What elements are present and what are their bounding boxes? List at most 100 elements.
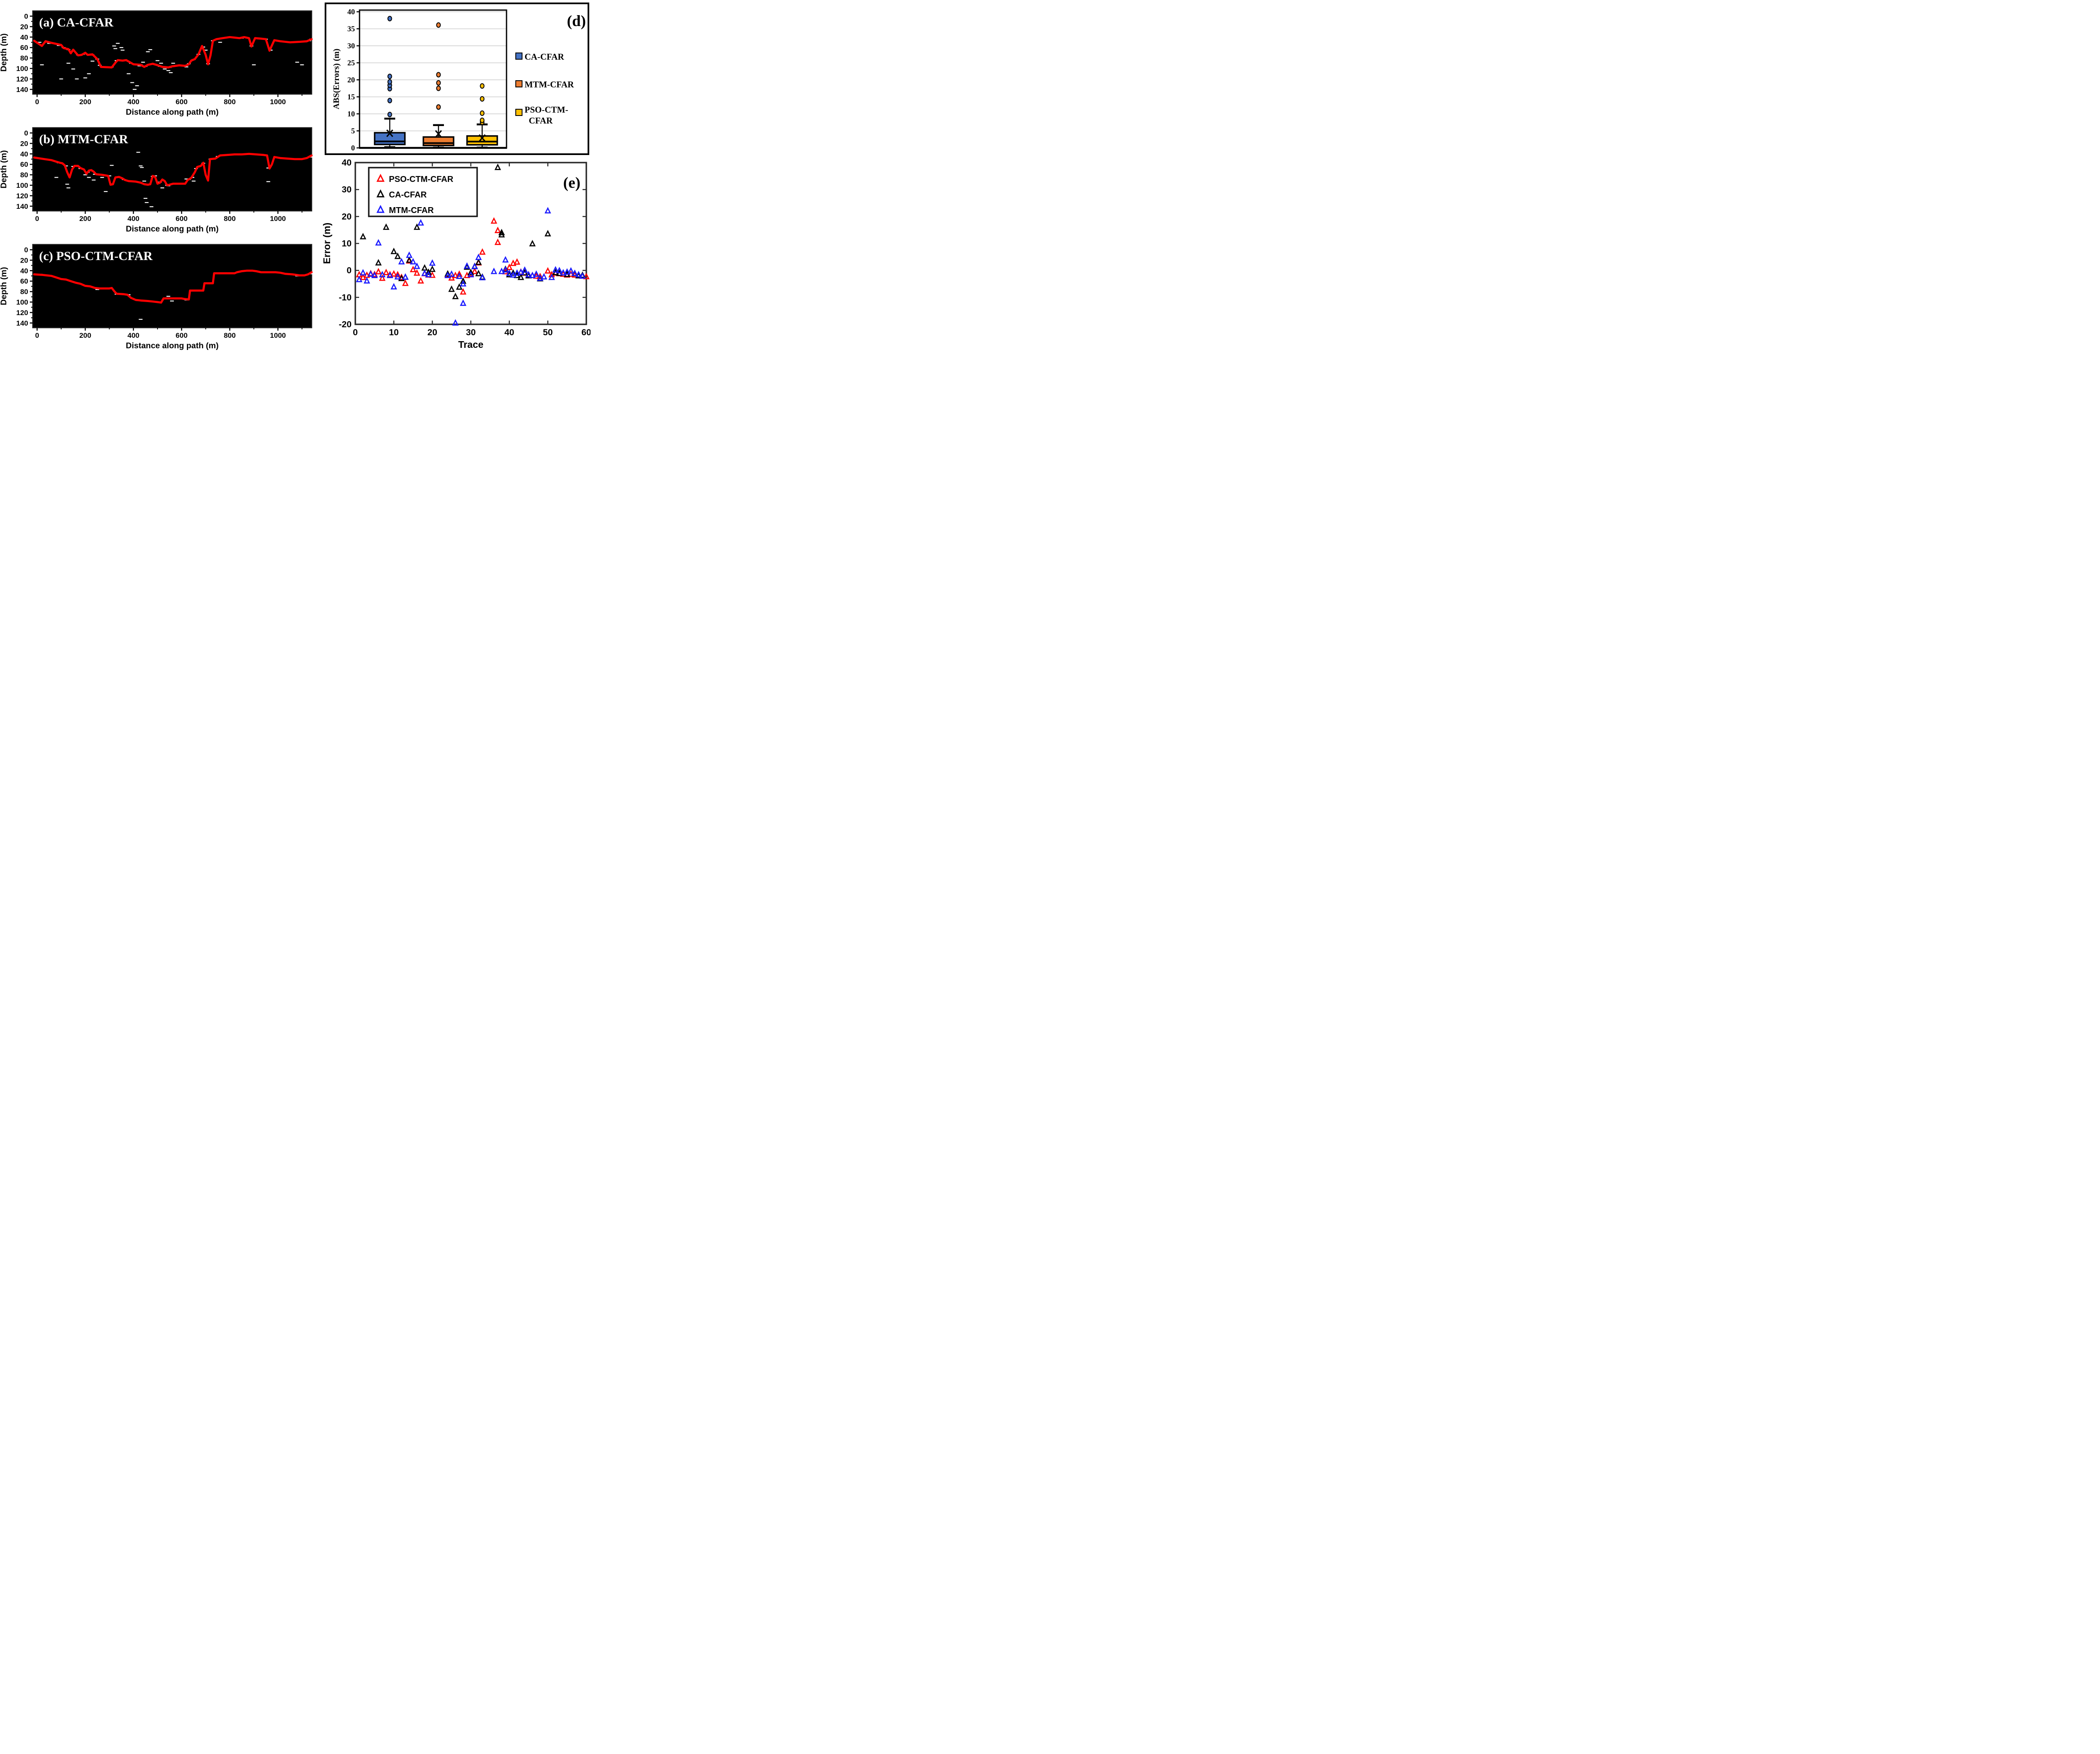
y-tick-label: 20: [20, 23, 28, 31]
x-tick-label: 1000: [270, 98, 286, 106]
x-tick-label: 30: [466, 328, 475, 337]
profile-plot-area: [32, 244, 312, 329]
y-tick-label: 25: [347, 59, 355, 67]
axis-ticks: [30, 16, 303, 97]
legend-item-pso-ctm-cfar: PSO-CTM-CFAR: [515, 105, 568, 126]
y-tick-label: 120: [16, 309, 28, 317]
seabed-line: [33, 269, 313, 304]
axis-ticks: [30, 132, 303, 214]
box-mtm-cfar: [423, 22, 454, 149]
x-axis-label: Distance along path (m): [126, 341, 218, 350]
y-tick-label: 5: [351, 127, 355, 135]
y-axis-label: Depth (m): [0, 267, 8, 305]
y-tick-label: 120: [16, 192, 28, 200]
y-tick-label: 140: [16, 202, 28, 210]
axis-ticks: [354, 162, 587, 325]
x-tick-label: 400: [127, 331, 139, 339]
x-tick-label: 1000: [270, 331, 286, 339]
y-tick-label: 20: [20, 256, 28, 264]
x-tick-label: 800: [224, 215, 236, 223]
y-tick-label: 10: [342, 239, 352, 249]
y-tick-label: 20: [342, 212, 352, 221]
y-tick-label: 80: [20, 288, 28, 296]
x-tick-label: 0: [35, 331, 39, 339]
y-axis-label: ABS(Errors) (m): [332, 49, 341, 110]
x-tick-label: 400: [127, 98, 139, 106]
x-tick-label: 1000: [270, 215, 286, 223]
y-tick-label: -20: [339, 320, 352, 329]
y-tick-label: 15: [347, 93, 355, 101]
y-tick-label: 100: [16, 181, 28, 189]
y-tick-label: 120: [16, 75, 28, 83]
panel-c-depth-profile: 0 20 40 60 80 100 120 140 0 200 400 600 800 1000 (c) P…: [0, 234, 319, 351]
axis-ticks: [30, 249, 303, 331]
x-axis-label: Trace: [458, 339, 483, 350]
y-tick-label: 60: [20, 44, 28, 52]
x-axis-label: Distance along path (m): [126, 224, 218, 234]
profile-plot-area: [32, 127, 312, 212]
y-tick-label: 10: [347, 110, 355, 118]
panel-a-depth-profile: 0 20 40 60 80 100 120 140 0 200 400 600 800 1000 (a) C…: [0, 0, 319, 117]
x-tick-label: 50: [543, 328, 553, 337]
x-tick-label: 800: [224, 331, 236, 339]
legend-swatch: [515, 109, 522, 116]
legend-item-pso-ctm-cfar: PSO-CTM-CFAR: [376, 174, 454, 184]
profile-plot-area: [32, 10, 312, 95]
y-axis-label: Error (m): [321, 223, 332, 264]
x-tick-label: 400: [127, 215, 139, 223]
seabed-line: [33, 36, 313, 68]
figure-root: 0 20 40 60 80 100 120 140 0 200 400 600 800 1000 (a) C…: [0, 0, 591, 351]
panel-a-svg: 0 20 40 60 80 100 120 140 0 200 400 600 800 1000 (a) C…: [0, 10, 313, 117]
legend-item-ca-cfar: CA-CFAR: [376, 189, 427, 200]
panel-b-depth-profile: 0 20 40 60 80 100 120 140 0 200 400 600 800 1000 (b) M…: [0, 117, 319, 234]
legend-label: CA-CFAR: [525, 52, 564, 62]
x-tick-label: 600: [176, 98, 187, 106]
x-tick-label: 0: [353, 328, 358, 337]
legend-label: CA-CFAR: [389, 190, 427, 200]
x-axis-label: Distance along path (m): [126, 108, 218, 117]
y-tick-label: 40: [342, 158, 352, 168]
legend-label: MTM-CFAR: [525, 79, 574, 89]
y-axis-label: Depth (m): [0, 34, 8, 72]
x-tick-label: 0: [35, 215, 39, 223]
x-tick-label: 20: [428, 328, 437, 337]
axis-ticks: [357, 11, 360, 149]
y-tick-label: 0: [24, 129, 28, 137]
legend-item-mtm-cfar: MTM-CFAR: [515, 79, 574, 89]
y-tick-label: 100: [16, 298, 28, 306]
panel-title: (a) CA-CFAR: [39, 16, 113, 29]
legend-label: PSO-CTM-: [525, 105, 568, 115]
y-tick-label: 80: [20, 54, 28, 62]
y-tick-label: 0: [24, 246, 28, 254]
y-tick-label: 0: [351, 144, 355, 152]
x-tick-label: 200: [79, 331, 91, 339]
scatter-series-mtm-cfar: [356, 207, 586, 326]
y-tick-label: 100: [16, 65, 28, 73]
x-tick-label: 600: [176, 331, 187, 339]
x-tick-label: 0: [35, 98, 39, 106]
box-ca-cfar: [374, 16, 406, 148]
y-tick-label: 60: [20, 277, 28, 285]
panel-e-svg: 0 10 20 30 40 50 60 -20 -10 0 10 20 30 40 Error (m) Tra…: [321, 158, 591, 350]
y-tick-label: 40: [347, 8, 355, 16]
x-tick-label: 10: [389, 328, 399, 337]
y-axis-label: Depth (m): [0, 150, 8, 189]
x-tick-label: 600: [176, 215, 187, 223]
legend-swatch: [515, 80, 522, 87]
y-tick-label: 140: [16, 319, 28, 327]
panel-letter: (e): [563, 174, 580, 192]
panel-d-outer-border: [325, 3, 589, 155]
y-tick-label: 80: [20, 171, 28, 179]
panel-c-svg: 0 20 40 60 80 100 120 140 0 200 400 600 800 1000 (c) P…: [0, 244, 313, 350]
y-tick-label: -10: [339, 293, 352, 302]
y-tick-label: 30: [342, 185, 352, 195]
panel-d-svg: 0 5 10 15 20 25 30 35 40 ABS(Errors) (m) CA-CFAR MT…: [325, 3, 589, 155]
x-tick-label: 60: [581, 328, 591, 337]
x-tick-label: 200: [79, 215, 91, 223]
scatter-legend-box: [368, 167, 478, 217]
y-tick-label: 35: [347, 25, 355, 33]
legend-label: MTM-CFAR: [389, 206, 434, 215]
y-tick-label: 60: [20, 160, 28, 168]
seabed-line: [33, 153, 313, 187]
legend-item-ca-cfar: CA-CFAR: [515, 52, 564, 62]
